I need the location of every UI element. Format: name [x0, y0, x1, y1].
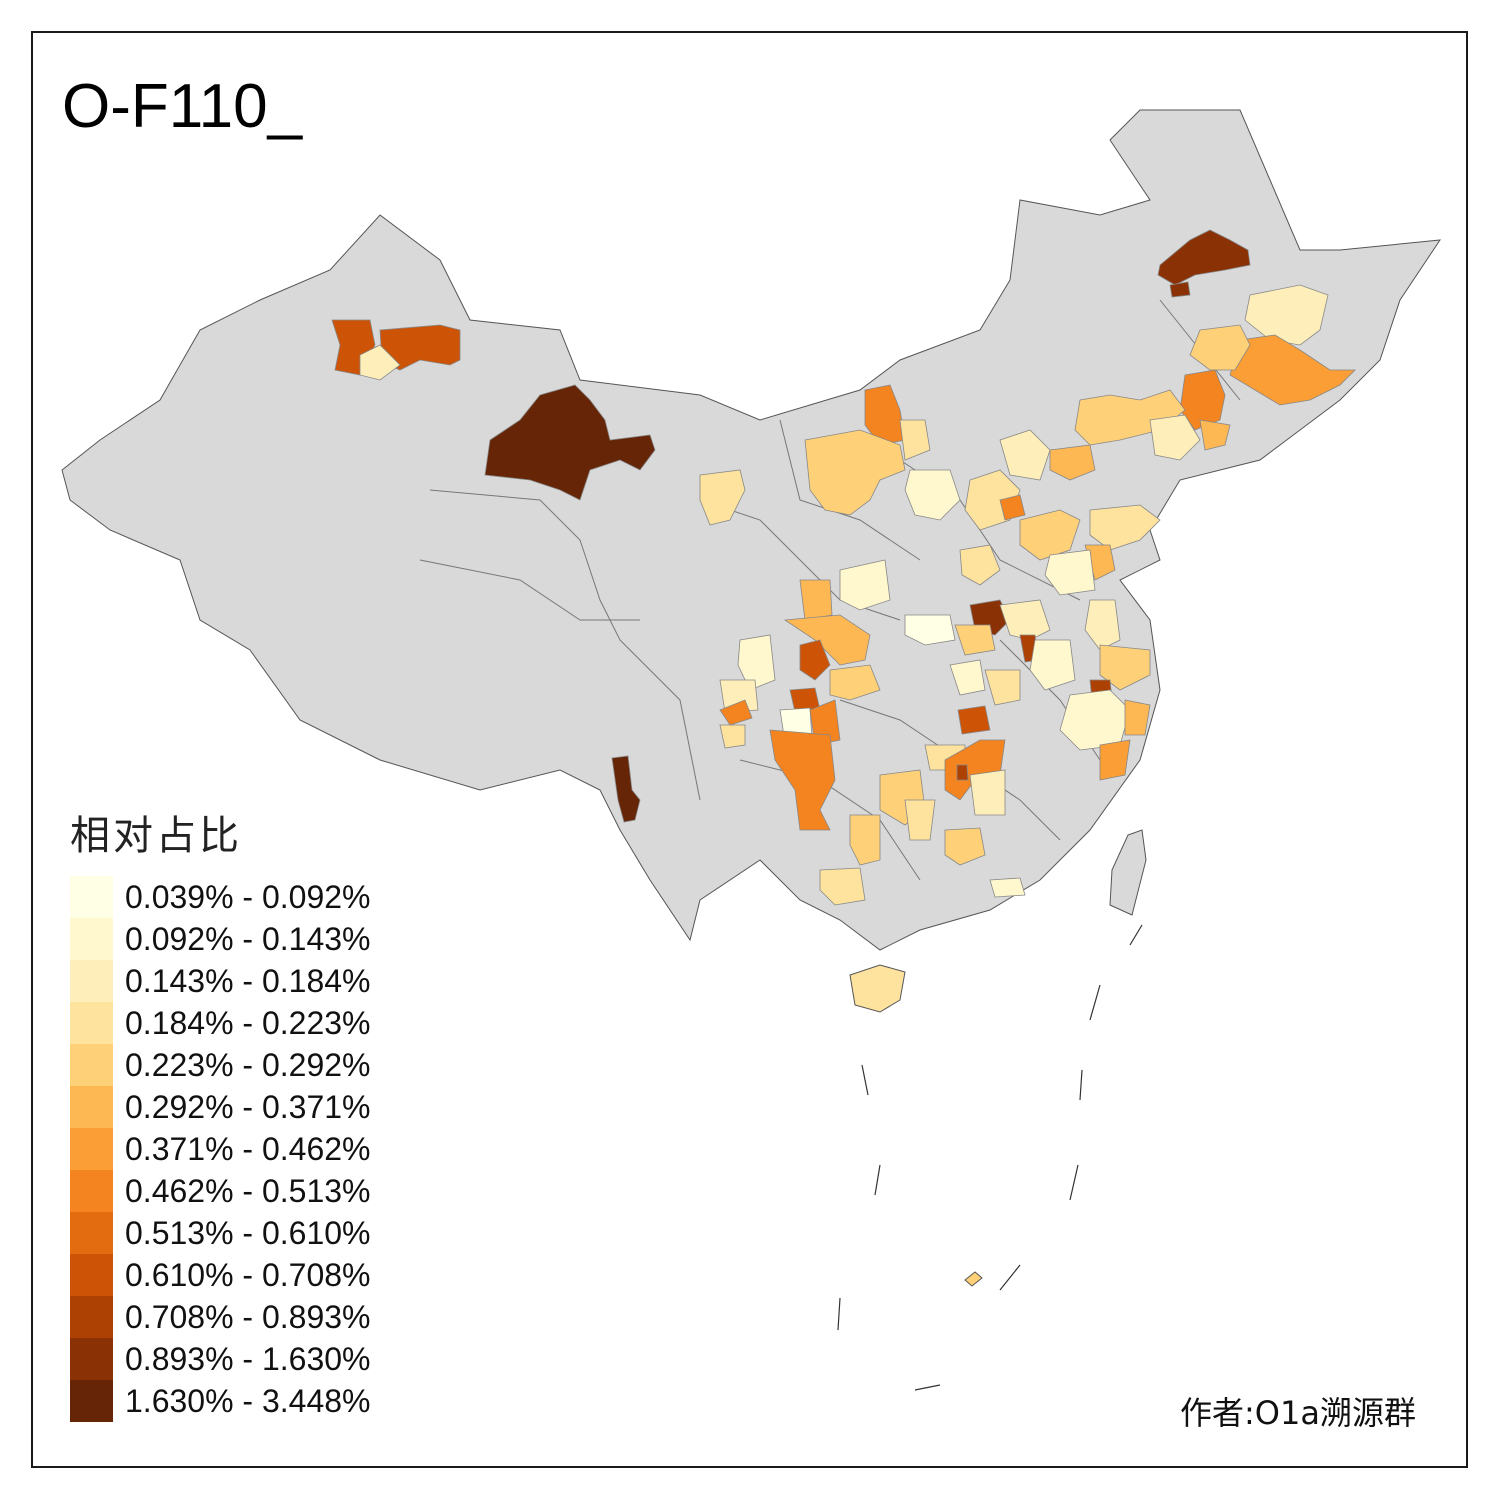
legend-swatch: [70, 1002, 113, 1044]
legend-item: 0.513% - 0.610%: [70, 1212, 371, 1254]
legend-swatch: [70, 918, 113, 960]
hainan-island: [849, 964, 906, 1013]
map-frame: [31, 31, 1468, 1468]
legend-label: 0.184% - 0.223%: [125, 1004, 371, 1041]
legend-label: 0.708% - 0.893%: [125, 1298, 371, 1335]
legend-swatch: [70, 1380, 113, 1422]
legend-items: 0.039% - 0.092% 0.092% - 0.143% 0.143% - 0…: [70, 876, 371, 1422]
legend-title: 相对占比: [70, 813, 242, 859]
legend-swatch: [70, 1086, 113, 1128]
legend-item: 0.462% - 0.513%: [70, 1170, 371, 1212]
map-title: O-F110_: [62, 72, 303, 141]
legend-swatch: [70, 1254, 113, 1296]
legend-label: 1.630% - 3.448%: [125, 1382, 371, 1419]
south-sea-islands: [837, 924, 1143, 1391]
data-regions: [331, 229, 1356, 906]
legend-swatch: [70, 1338, 113, 1380]
legend-label: 0.039% - 0.092%: [125, 878, 371, 915]
small-island-highlight: [964, 1271, 983, 1287]
legend-swatch: [70, 876, 113, 918]
legend-label: 0.610% - 0.708%: [125, 1256, 371, 1293]
legend-item: 0.292% - 0.371%: [70, 1086, 371, 1128]
legend-label: 0.462% - 0.513%: [125, 1172, 371, 1209]
legend-item: 0.893% - 1.630%: [70, 1338, 371, 1380]
legend-label: 0.371% - 0.462%: [125, 1130, 371, 1167]
legend-item: 0.184% - 0.223%: [70, 1002, 371, 1044]
legend-item: 1.630% - 3.448%: [70, 1380, 371, 1422]
legend-swatch: [70, 1212, 113, 1254]
legend-swatch: [70, 1170, 113, 1212]
legend-item: 0.039% - 0.092%: [70, 876, 371, 918]
legend-swatch: [70, 1296, 113, 1338]
legend-item: 0.610% - 0.708%: [70, 1254, 371, 1296]
legend-item: 0.371% - 0.462%: [70, 1128, 371, 1170]
legend-label: 0.143% - 0.184%: [125, 962, 371, 999]
legend-label: 0.223% - 0.292%: [125, 1046, 371, 1083]
taiwan-island: [1109, 829, 1147, 916]
legend-item: 0.092% - 0.143%: [70, 918, 371, 960]
legend-item: 0.223% - 0.292%: [70, 1044, 371, 1086]
legend: 相对占比 0.039% - 0.092% 0.092% - 0.143% 0.143…: [70, 816, 371, 1422]
legend-swatch: [70, 1128, 113, 1170]
legend-swatch: [70, 1044, 113, 1086]
legend-item: 0.708% - 0.893%: [70, 1296, 371, 1338]
legend-swatch: [70, 960, 113, 1002]
legend-label: 0.292% - 0.371%: [125, 1088, 371, 1125]
legend-label: 0.893% - 1.630%: [125, 1340, 371, 1377]
legend-label: 0.092% - 0.143%: [125, 920, 371, 957]
legend-item: 0.143% - 0.184%: [70, 960, 371, 1002]
author-credit: 作者:O1a溯源群: [1180, 1394, 1416, 1432]
legend-label: 0.513% - 0.610%: [125, 1214, 371, 1251]
